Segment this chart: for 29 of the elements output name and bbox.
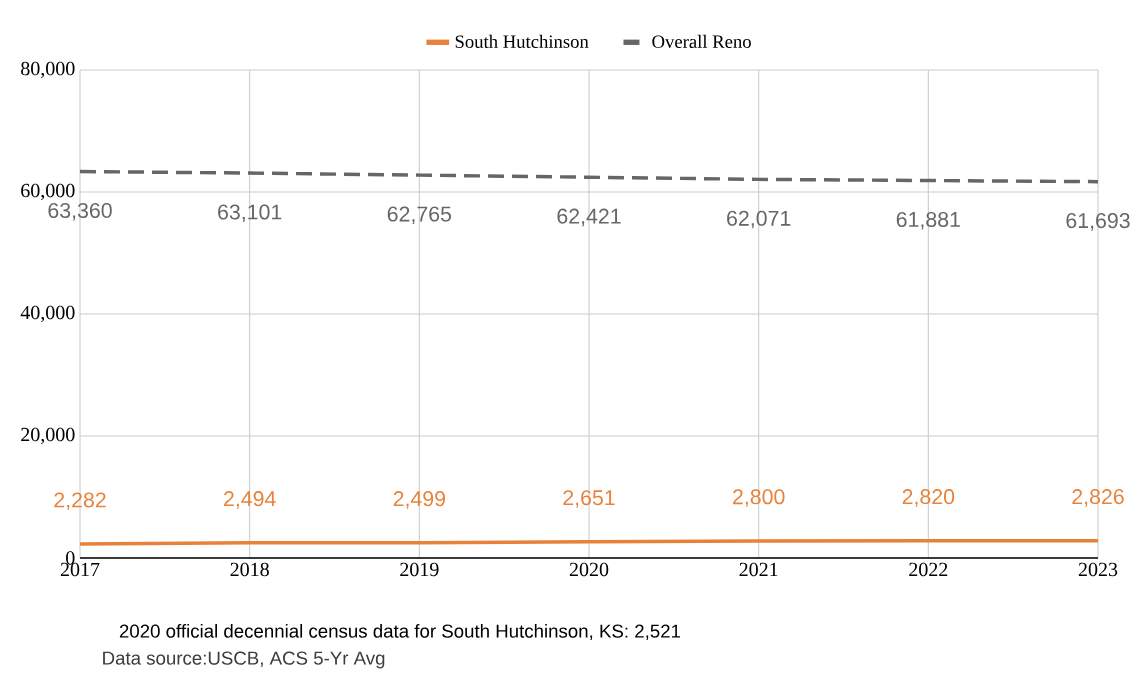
source-note: Data source:USCB, ACS 5-Yr Avg [103, 651, 385, 669]
data-label: 62,421 [557, 208, 621, 227]
y-tick-label: 80,000 [21, 61, 75, 79]
data-label: 2,826 [1072, 489, 1124, 507]
y-tick-label: 20,000 [21, 427, 75, 445]
data-label: 62,071 [727, 210, 791, 229]
data-label: 2,494 [224, 491, 276, 509]
x-tick-label: 2018 [230, 562, 269, 577]
text: 2020 official decennial census data for South Hutchinson, KS: 2,521 [119, 624, 681, 640]
data-label: 62,765 [387, 206, 452, 225]
x-tick-label: 2022 [909, 562, 948, 577]
data-label: 63,360 [48, 202, 112, 221]
legend-label: South Hutchinson [455, 34, 589, 48]
data-label: 61,693 [1066, 213, 1130, 231]
legend-label: Overall Reno [652, 34, 751, 48]
data-label: 2,282 [54, 492, 106, 511]
x-tick-label: 2023 [1078, 562, 1118, 577]
line-series [78, 169, 1100, 184]
data-label: 2,651 [563, 490, 615, 508]
data-label: 2,820 [902, 489, 955, 507]
x-tick-label: 2020 [569, 562, 609, 577]
x-tick-label: 2021 [739, 562, 778, 577]
data-label: 2,800 [733, 489, 785, 507]
data-label: 63,101 [218, 204, 282, 223]
y-tick-label: 60,000 [21, 183, 75, 201]
data-label: 61,881 [896, 211, 960, 230]
x-tick-label: 2019 [400, 562, 439, 577]
y-tick-label: 40,000 [20, 305, 75, 323]
data-label: 2,499 [393, 491, 446, 509]
